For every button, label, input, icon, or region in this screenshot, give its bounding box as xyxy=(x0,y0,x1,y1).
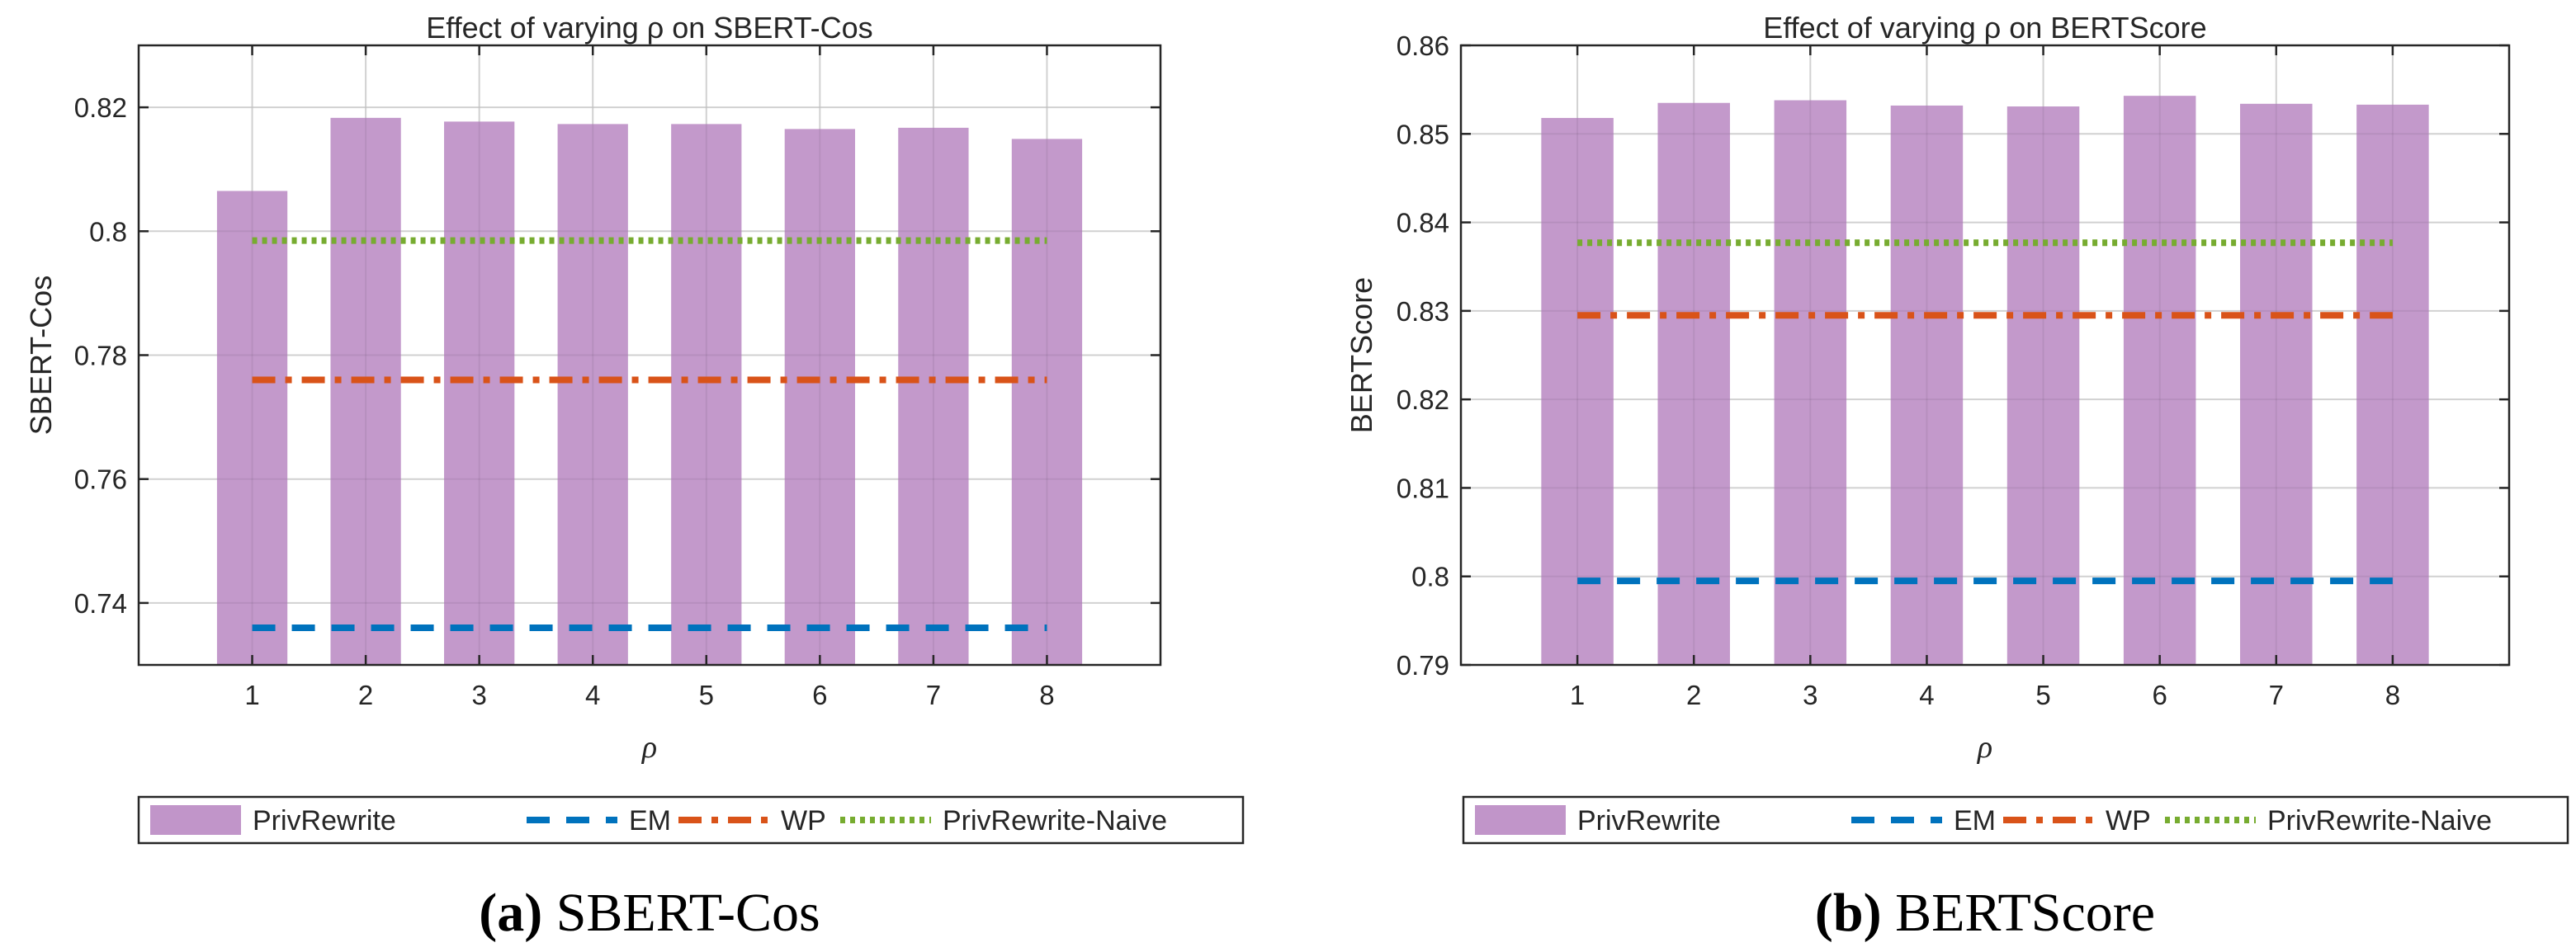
bar-6 xyxy=(2123,96,2196,666)
y-axis-label: BERTScore xyxy=(1345,277,1378,433)
plot-area xyxy=(1461,45,2509,665)
x-axis-label: ρ xyxy=(1977,730,1992,765)
x-tick-label: 5 xyxy=(699,680,714,710)
x-tick-label: 4 xyxy=(585,680,600,710)
legend-item-wp: WP xyxy=(678,805,826,837)
x-tick-label: 4 xyxy=(1919,680,1934,710)
y-tick-label: 0.81 xyxy=(1397,473,1449,503)
legend-label: WP xyxy=(2106,805,2151,837)
bar-7 xyxy=(898,127,969,665)
y-tick-label: 0.76 xyxy=(74,464,127,495)
bar-3 xyxy=(1774,100,1847,665)
x-tick-label: 1 xyxy=(1570,680,1585,710)
bar-6 xyxy=(784,129,855,665)
caption-text: SBERT-Cos xyxy=(542,883,820,943)
caption-tag: (a) xyxy=(479,883,542,943)
legend-label: PrivRewrite xyxy=(253,805,396,837)
legend-label: EM xyxy=(629,805,671,837)
legend-label: EM xyxy=(1954,805,1996,837)
x-tick-label: 3 xyxy=(471,680,486,710)
legend-label: PrivRewrite xyxy=(1577,805,1721,837)
bar-1 xyxy=(216,191,288,666)
legend: PrivRewrite EM WP PrivRewrite-Naive xyxy=(1462,795,2569,845)
legend-item-privrewrite-naive: PrivRewrite-Naive xyxy=(840,805,1167,837)
y-tick-label: 0.8 xyxy=(89,216,127,247)
legend-item-privrewrite: PrivRewrite xyxy=(1475,805,1721,837)
chart-title: Effect of varying ρ on BERTScore xyxy=(1763,11,2206,45)
legend-item-em: EM xyxy=(527,805,671,837)
bar-8 xyxy=(1011,139,1083,665)
caption-text: BERTScore xyxy=(1882,883,2155,943)
x-tick-label: 7 xyxy=(2269,680,2284,710)
y-tick-label: 0.8 xyxy=(1411,562,1449,592)
bar-series-privrewrite xyxy=(216,117,1083,666)
y-tick-label: 0.79 xyxy=(1397,650,1449,681)
x-tick-label: 8 xyxy=(1039,680,1054,710)
bar-series-privrewrite xyxy=(1541,96,2429,666)
chart-title: Effect of varying ρ on SBERT-Cos xyxy=(426,11,872,45)
x-tick-label: 1 xyxy=(244,680,259,710)
bar-4 xyxy=(1890,105,1964,665)
legend-item-privrewrite: PrivRewrite xyxy=(150,805,396,837)
y-tick-label: 0.74 xyxy=(74,588,127,619)
x-tick-label: 5 xyxy=(2035,680,2050,710)
y-axis-label: SBERT-Cos xyxy=(24,276,58,435)
y-tick-label: 0.78 xyxy=(74,341,127,371)
legend-item-wp: WP xyxy=(2003,805,2151,837)
figure-caption: (a) SBERT-Cos xyxy=(479,883,820,943)
figure-caption: (b) BERTScore xyxy=(1815,883,2155,943)
legend-item-em: EM xyxy=(1851,805,1996,837)
bar-3 xyxy=(444,121,515,666)
legend: PrivRewrite EM WP PrivRewrite-Naive xyxy=(137,795,1245,845)
x-tick-label: 7 xyxy=(926,680,941,710)
y-tick-label: 0.84 xyxy=(1397,208,1449,238)
bar-5 xyxy=(2006,106,2080,665)
chart-panel-1: 0.74 0.76 0.78 0.8 0.82 1 2 3 4 5 6 7 8 Effect of var… xyxy=(24,11,1245,943)
x-tick-label: 2 xyxy=(1686,680,1701,710)
bar-5 xyxy=(671,124,742,665)
y-tick-label: 0.83 xyxy=(1397,296,1449,327)
legend-swatch xyxy=(1475,805,1566,835)
y-tick-label: 0.82 xyxy=(74,92,127,123)
bar-2 xyxy=(1657,102,1730,665)
bar-8 xyxy=(2356,104,2429,666)
legend-label: PrivRewrite-Naive xyxy=(2267,805,2492,837)
x-tick-label: 3 xyxy=(1803,680,1817,710)
bar-1 xyxy=(1541,117,1614,665)
x-axis-label: ρ xyxy=(641,730,657,765)
y-tick-label: 0.82 xyxy=(1397,384,1449,415)
x-tick-label: 6 xyxy=(2152,680,2167,710)
x-tick-label: 6 xyxy=(812,680,827,710)
bar-4 xyxy=(557,124,628,665)
axes-frame xyxy=(1459,44,2511,667)
legend-item-privrewrite-naive: PrivRewrite-Naive xyxy=(2165,805,2492,837)
legend-swatch xyxy=(150,805,241,835)
y-tick-label: 0.85 xyxy=(1397,119,1449,149)
bar-2 xyxy=(330,117,401,665)
x-tick-label: 8 xyxy=(2385,680,2400,710)
chart-panel-2: 0.79 0.8 0.81 0.82 0.83 0.84 0.85 0.86 1 2 3 4 5 6 7 8 E… xyxy=(1345,11,2569,943)
x-tick-label: 2 xyxy=(358,680,373,710)
caption-tag: (b) xyxy=(1815,883,1882,943)
legend-label: WP xyxy=(781,805,826,837)
bar-7 xyxy=(2240,103,2313,665)
legend-label: PrivRewrite-Naive xyxy=(943,805,1167,837)
y-tick-label: 0.86 xyxy=(1397,31,1449,61)
